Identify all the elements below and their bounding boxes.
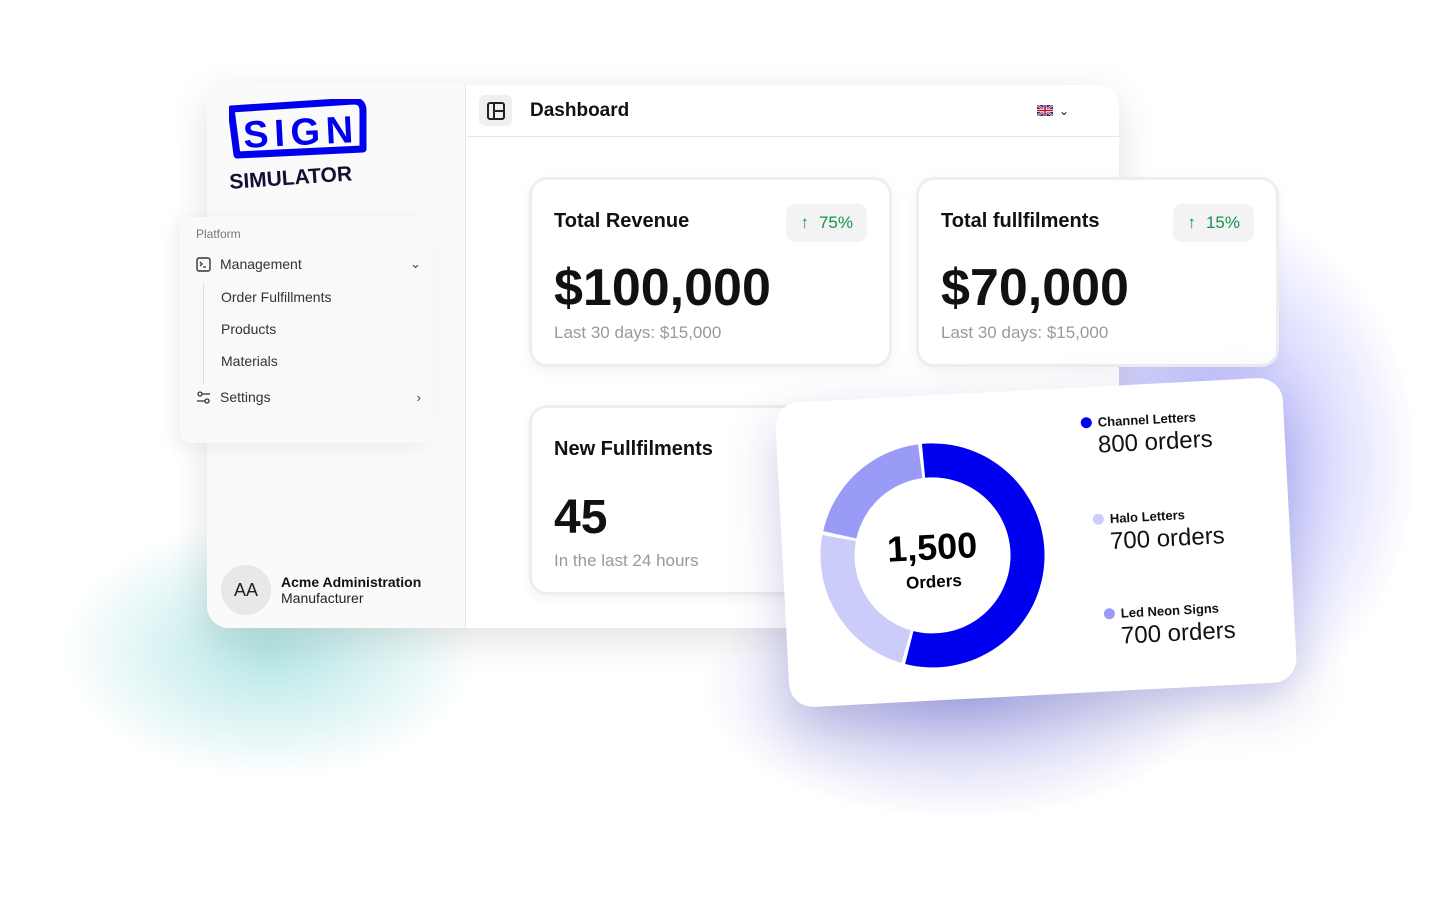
legend-dot	[1103, 607, 1116, 620]
card-value: 45	[554, 491, 608, 544]
toggle-sidebar-button[interactable]	[479, 95, 512, 126]
legend-label: Halo Letters	[1109, 507, 1186, 527]
card-subtitle: Last 30 days: $15,000	[941, 323, 1109, 342]
sidebar-item-label: Settings	[220, 389, 271, 405]
legend-item-channel-letters: Channel Letters 800 orders	[1080, 409, 1213, 461]
arrow-up-icon: ↑	[1187, 213, 1196, 232]
chevron-down-icon: ⌄	[410, 256, 421, 271]
legend-dot	[1080, 416, 1093, 429]
sidebar-subitem-products[interactable]: Products	[221, 321, 277, 337]
sidebar-subitem-order-fulfillments[interactable]: Order Fulfillments	[221, 289, 332, 305]
language-selector[interactable]: ⌄	[1036, 103, 1069, 118]
chevron-right-icon: ›	[416, 389, 421, 405]
donut-segment-led-neon-signs	[823, 444, 923, 539]
legend-item-halo-letters: Halo Letters 700 orders	[1092, 505, 1225, 557]
legend-value: 700 orders	[1109, 522, 1226, 556]
sidebar-item-label: Management	[220, 256, 302, 272]
change-value: 75%	[818, 213, 853, 232]
donut-segment-channel-letters	[905, 443, 1045, 668]
user-profile[interactable]: AA Acme Administration Manufacturer	[221, 565, 421, 615]
legend-value: 700 orders	[1120, 616, 1237, 650]
user-name: Acme Administration	[281, 574, 422, 590]
sidebar-item-settings[interactable]: Settings ›	[196, 389, 421, 405]
svg-text:SIMULATOR: SIMULATOR	[229, 162, 353, 189]
change-badge: ↑ 75%	[786, 204, 867, 242]
submenu-guide-line	[203, 284, 204, 384]
total-fulfilments-card: Total fullfilments ↑ 15% $70,000 Last 30 …	[916, 177, 1279, 367]
card-value: $100,000	[554, 259, 771, 317]
donut-center-label: Orders	[906, 571, 963, 593]
chevron-down-icon: ⌄	[1058, 103, 1069, 118]
avatar: AA	[221, 565, 271, 615]
legend-value: 800 orders	[1097, 425, 1214, 459]
top-bar: Dashboard ⌄	[467, 85, 1119, 137]
legend-item-led-neon-signs: Led Neon Signs 700 orders	[1103, 600, 1236, 652]
orders-donut-chart: 1,500 Orders	[820, 443, 1045, 668]
svg-text:SIGN: SIGN	[242, 109, 354, 157]
change-badge: ↑ 15%	[1173, 204, 1254, 242]
user-role: Manufacturer	[281, 590, 364, 606]
card-subtitle: Last 30 days: $15,000	[554, 323, 722, 342]
panel-layout-icon	[486, 101, 505, 120]
card-value: $70,000	[941, 259, 1129, 317]
orders-donut-card: 1,500 Orders Channel Letters 800 orders …	[774, 376, 1298, 709]
donut-center-value: 1,500	[886, 524, 978, 570]
card-title: New Fullfilments	[554, 438, 713, 460]
total-revenue-card: Total Revenue ↑ 75% $100,000 Last 30 days…	[529, 177, 892, 367]
sidebar-nav: Platform Management ⌄ Order Fulfillments…	[180, 217, 435, 443]
sliders-icon	[197, 390, 210, 404]
sidebar-subitem-materials[interactable]: Materials	[221, 353, 278, 369]
legend-dot	[1092, 513, 1105, 525]
arrow-up-icon: ↑	[800, 213, 809, 232]
sidebar-item-management[interactable]: Management ⌄	[196, 256, 421, 272]
uk-flag-icon	[1036, 105, 1053, 116]
change-value: 15%	[1205, 213, 1240, 232]
sign-simulator-logo[interactable]: SIGN SIMULATOR	[227, 97, 369, 194]
card-title: Total Revenue	[554, 210, 690, 232]
page-title: Dashboard	[530, 99, 630, 121]
donut-segment-halo-letters	[820, 534, 911, 664]
card-subtitle: In the last 24 hours	[554, 551, 699, 570]
card-title: Total fullfilments	[941, 210, 1100, 232]
terminal-square-icon	[196, 256, 211, 272]
nav-group-label: Platform	[196, 227, 241, 241]
